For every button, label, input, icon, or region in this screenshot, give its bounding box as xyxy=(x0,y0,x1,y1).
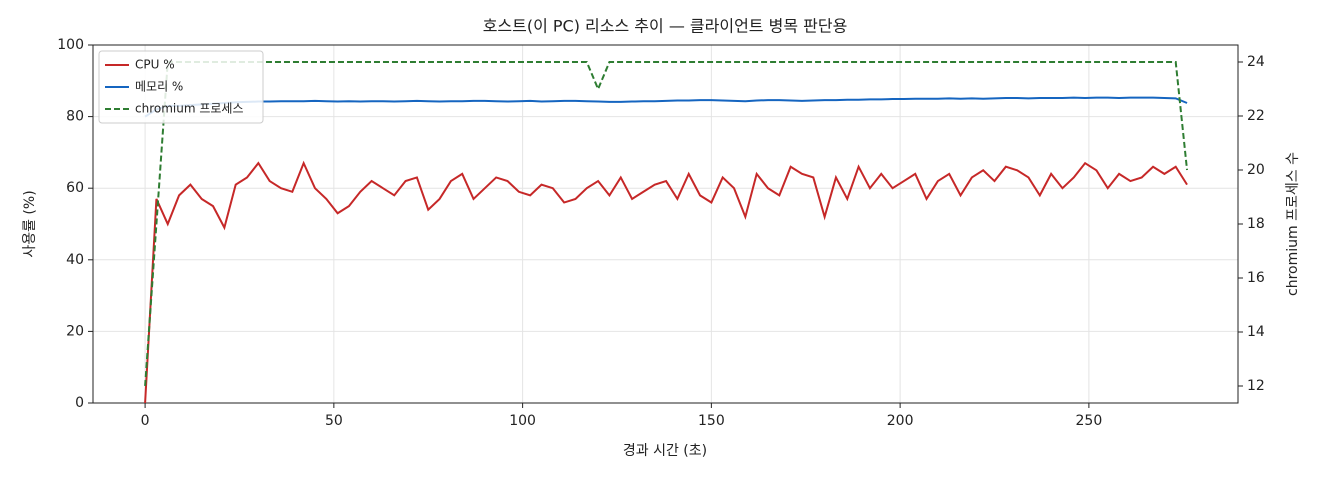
series-line xyxy=(144,96,1188,118)
plot-frame xyxy=(92,44,1239,404)
y-tick-label: 80 xyxy=(66,109,84,125)
y-tick-label: 40 xyxy=(66,252,84,268)
legend-label: 메모리 % xyxy=(135,80,183,94)
chart-title: 호스트(이 PC) 리소스 추이 — 클라이언트 병목 판단용 xyxy=(483,17,848,36)
y2-axis-label: chromium 프로세스 수 xyxy=(1285,152,1301,296)
y2-tick-label: 22 xyxy=(1247,108,1265,124)
x-tick-label: 250 xyxy=(1076,413,1103,429)
legend-box xyxy=(98,50,264,124)
y2-tick-label: 12 xyxy=(1247,378,1265,394)
legend-label: CPU % xyxy=(135,58,175,72)
x-tick-label: 200 xyxy=(887,413,914,429)
legend: CPU % 메모리 % chromium 프로세스 xyxy=(98,50,264,124)
x-tick-label: 0 xyxy=(141,413,150,429)
y-tick-label: 20 xyxy=(66,323,84,339)
y2-tick-label: 20 xyxy=(1247,162,1265,178)
x-tick-label: 50 xyxy=(325,413,343,429)
x-tick-label: 100 xyxy=(509,413,536,429)
series-line xyxy=(144,61,1189,387)
x-tick-label: 150 xyxy=(698,413,725,429)
y2-tick-label: 24 xyxy=(1247,54,1265,70)
series-line xyxy=(144,160,1188,404)
y-tick-label: 0 xyxy=(75,395,84,411)
y2-tick-label: 18 xyxy=(1247,216,1265,232)
y-axis-label: 사용률 (%) xyxy=(22,190,38,257)
y2-tick-label: 14 xyxy=(1247,324,1265,340)
legend-label: chromium 프로세스 xyxy=(135,102,244,116)
y-tick-label: 60 xyxy=(66,180,84,196)
y2-tick-label: 16 xyxy=(1247,270,1265,286)
x-axis-label: 경과 시간 (초) xyxy=(623,443,707,459)
y-tick-label: 100 xyxy=(57,37,84,53)
